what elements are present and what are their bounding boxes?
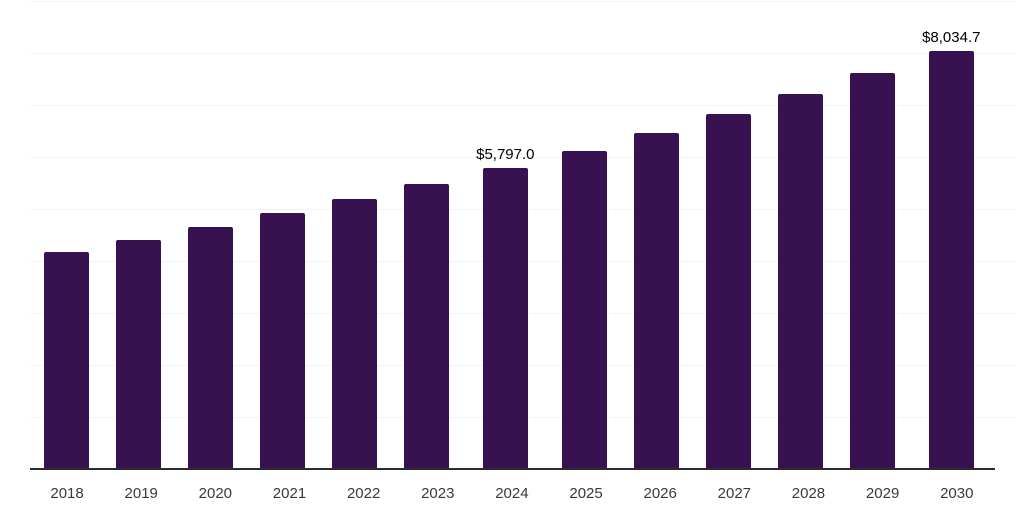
bar-column-2020: [187, 222, 233, 469]
x-tick-label-2018: 2018: [50, 485, 84, 502]
x-tick-label-2022: 2022: [346, 485, 381, 502]
x-tick-label-2030: 2030: [940, 485, 974, 502]
x-tick-label-2025: 2025: [569, 485, 603, 502]
x-tick-label-2028: 2028: [791, 485, 826, 502]
bar-2019: [115, 239, 161, 469]
bar-2028: [777, 94, 823, 469]
x-axis-line: [30, 468, 995, 470]
x-tick-label-2024: 2024: [495, 485, 529, 502]
bar-column-2027: [705, 109, 751, 469]
plot-area: $5,797.0 $8,034.7: [30, 1, 1016, 469]
x-axis-tick-labels: 2018 2019 2020 2021 2022 2023 2024 2025 2026 2027…: [30, 485, 994, 502]
bars-container: $5,797.0 $8,034.7: [30, 1, 994, 469]
x-tick-label-2019: 2019: [124, 485, 158, 502]
x-tick-label-2029: 2029: [865, 485, 900, 502]
bar-column-2021: [259, 208, 305, 469]
bar-column-2024: $5,797.0: [476, 145, 535, 469]
bar-column-2023: [404, 179, 450, 469]
gridline: [30, 157, 1016, 158]
bar-2020: [187, 226, 233, 469]
x-tick-label-2023: 2023: [421, 485, 455, 502]
bar-column-2028: [777, 89, 823, 469]
x-tick-label-2020: 2020: [198, 485, 233, 502]
bar-2024: [482, 167, 528, 469]
bar-value-label-2030: $8,034.7: [922, 29, 981, 47]
bar-2023: [404, 183, 450, 469]
bar-column-2019: [115, 235, 161, 469]
gridline: [30, 105, 1016, 106]
bar-column-2018: [43, 247, 89, 469]
x-tick-label-2021: 2021: [272, 485, 307, 502]
x-tick-label-2026: 2026: [643, 485, 677, 502]
bar-2029: [849, 73, 895, 469]
x-tick-label-2027: 2027: [717, 485, 752, 502]
bar-column-2026: [633, 128, 679, 469]
bar-2030: [928, 51, 974, 469]
bar-2027: [705, 114, 751, 469]
bar-column-2025: [561, 146, 607, 469]
bar-2018: [43, 251, 89, 469]
gridline: [30, 53, 1016, 54]
bar-column-2029: [849, 68, 895, 469]
bar-column-2030: $8,034.7: [922, 29, 980, 469]
bar-column-2022: [331, 194, 377, 469]
bar-2022: [331, 198, 377, 469]
bar-2021: [259, 213, 305, 469]
bar-2025: [561, 150, 607, 469]
bar-value-label-2024: $5,797.0: [476, 145, 535, 163]
gridline: [30, 1, 1016, 2]
bar-2026: [633, 132, 679, 469]
